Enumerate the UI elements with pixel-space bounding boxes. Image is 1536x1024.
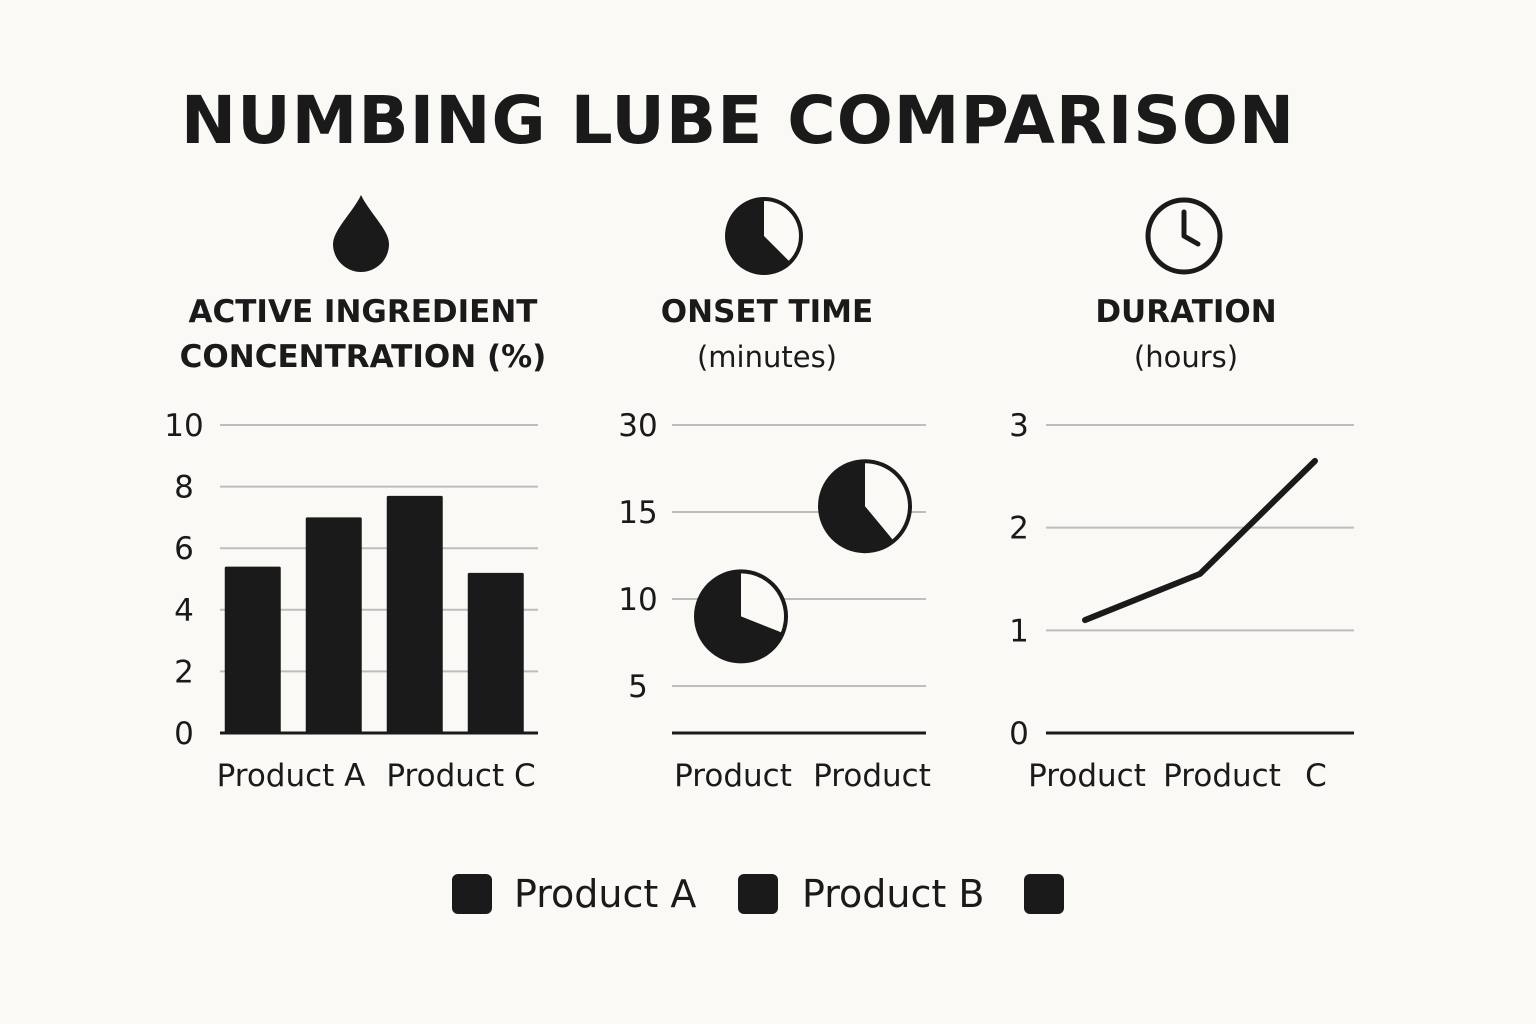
concentration-bar-chart: 0 2 4 6 8 10 Product A Product C [164, 408, 538, 794]
pie-timer-icon [725, 197, 803, 275]
y-tick-label: 30 [618, 408, 657, 444]
onset-pie-scatter-chart: 5 10 15 30 Product Product [618, 408, 931, 794]
y-tick-label: 0 [1009, 716, 1029, 752]
x-tick-label: Product [1028, 758, 1146, 794]
panel-title-line2: (hours) [1133, 340, 1239, 374]
panel-title-concentration: ACTIVE INGREDIENT CONCENTRATION (%) [160, 290, 566, 380]
y-tick-label: 0 [174, 716, 194, 752]
panel-title-onset: ONSET TIME (minutes) [600, 290, 934, 380]
bar [467, 572, 524, 733]
y-tick-label: 10 [618, 582, 657, 618]
bar [386, 495, 443, 733]
panel-title-line2: (minutes) [696, 340, 837, 374]
y-tick-label: 1 [1009, 613, 1029, 649]
x-tick-label: C [1305, 758, 1327, 794]
legend-swatch [738, 874, 778, 914]
x-tick-label: Product [674, 758, 792, 794]
pie-marker-slice [865, 463, 908, 540]
duration-line-chart: 0 1 2 3 Product Product C [1009, 408, 1354, 794]
bar [224, 566, 281, 733]
y-tick-label: 3 [1009, 408, 1029, 444]
legend-label: Product B [802, 872, 985, 916]
panel-title-line2: CONCENTRATION (%) [179, 339, 547, 375]
x-tick-label: Product [813, 758, 931, 794]
panel-title-line1: ONSET TIME [660, 294, 874, 330]
y-tick-label: 15 [618, 495, 657, 531]
y-tick-label: 2 [1009, 511, 1029, 547]
duration-line [1082, 457, 1318, 624]
legend-swatch [452, 874, 492, 914]
panel-title-line1: DURATION [1095, 294, 1277, 330]
x-tick-label: Product C [386, 758, 535, 794]
y-tick-label: 5 [628, 669, 648, 705]
x-tick-label: Product [1163, 758, 1281, 794]
pie-marker-slice [741, 573, 784, 633]
y-tick-label: 10 [164, 408, 203, 444]
y-tick-label: 4 [174, 593, 194, 629]
bar [305, 517, 362, 733]
y-tick-label: 2 [174, 654, 194, 690]
x-tick-label: Product A [217, 758, 366, 794]
panel-title-duration: DURATION (hours) [1036, 290, 1336, 380]
legend-swatch [1024, 874, 1064, 914]
page-title: NUMBING LUBE COMPARISON [180, 82, 1296, 159]
clock-icon [1145, 197, 1223, 275]
y-tick-label: 8 [174, 470, 194, 506]
legend-label: Product A [514, 872, 697, 916]
drop-icon [333, 195, 389, 272]
y-tick-label: 6 [174, 531, 194, 567]
panel-title-line1: ACTIVE INGREDIENT [188, 294, 538, 330]
